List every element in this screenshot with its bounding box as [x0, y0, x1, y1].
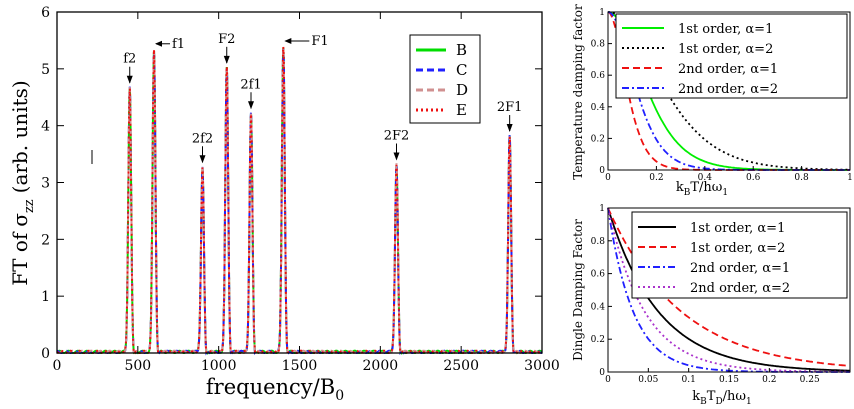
main-y-tick-label: 0: [41, 346, 50, 362]
temperature-x-tick-label: 0: [605, 173, 611, 183]
temperature-x-tick-label: 0.6: [746, 173, 761, 183]
temperature-legend-label: 1st order, α=2: [678, 42, 773, 57]
dingle-y-tick-label: 0.6: [591, 270, 606, 280]
dingle-x-tick-label: 0.1: [682, 375, 696, 385]
peak-arrowhead: [223, 55, 230, 64]
temperature-plot-frame: [607, 11, 851, 171]
main-x-tick-label: 2500: [443, 358, 479, 374]
temperature-damping-chart: 0 0.2 0.4 0.6 0.8 1 0 0.2 0.4 0.6 0.8 1 kBT/hω1 Tem…: [571, 4, 853, 198]
dingle-legend-label: 2nd order, α=2: [690, 281, 790, 296]
main-y-tick-label: 4: [41, 119, 50, 135]
main-peak-annotations: f2 f1 2f2 F2 2f1 F1 2F2 2F1: [123, 32, 523, 164]
temperature-y-tick-label: 1: [599, 8, 605, 18]
main-legend-box: [409, 34, 481, 124]
peak-label: f1: [172, 37, 185, 52]
main-y-tick-label: 2: [41, 232, 50, 248]
temperature-x-tick-label: 0.4: [698, 173, 713, 183]
temperature-y-tick-label: 0.8: [591, 40, 606, 50]
dingle-x-axis-label: kBTD/hω1: [692, 389, 752, 407]
temperature-y-tick-label: 0.4: [591, 103, 606, 113]
dingle-legend: 1st order, α=1 1st order, α=2 2nd order, α…: [631, 211, 848, 299]
main-x-axis-label: frequency/B0: [206, 375, 344, 404]
dingle-x-tick-label: 0.15: [719, 375, 739, 385]
dingle-y-tick-label: 0: [599, 368, 605, 378]
main-y-tick-label: 6: [41, 5, 50, 21]
main-x-tick-label: 0: [53, 358, 62, 374]
peak-arrowhead: [155, 40, 162, 47]
temperature-x-tick-label: 0.2: [649, 173, 663, 183]
temperature-y-axis-label: Temperature damping factor: [571, 4, 585, 180]
svg-text:Dingle Damping Factor: Dingle Damping Factor: [571, 219, 585, 361]
dingle-x-tick-label: 0.2: [762, 375, 776, 385]
dingle-legend-label: 2nd order, α=1: [690, 261, 790, 276]
temperature-legend: 1st order, α=1 1st order, α=2 2nd order, α…: [615, 13, 848, 99]
main-x-tick-label: 1500: [282, 358, 318, 374]
main-y-tick-label: 1: [41, 289, 50, 305]
svg-text:FT ofσzz(arb. units): FT ofσzz(arb. units): [8, 80, 37, 285]
main-x-tick-label: 2000: [363, 358, 399, 374]
main-y-axis-label: FT ofσzz(arb. units): [8, 80, 37, 285]
main-legend-label: C: [456, 61, 467, 79]
dingle-x-tick-label: 0.05: [638, 375, 658, 385]
peak-arrowhead: [199, 155, 206, 164]
temperature-x-axis-label: kBT/hω1: [676, 180, 728, 198]
main-chart: 0 500 1000 1500 2000 2500 3000 0 1 2 3 4 5 6 f2 f1 2f2 F…: [8, 5, 560, 404]
temperature-series-line: [607, 11, 850, 171]
main-x-tick-label: 3000: [524, 358, 560, 374]
main-x-tick-label: 1000: [201, 358, 237, 374]
dingle-x-tick-label: 0: [605, 375, 611, 385]
dingle-legend-label: 1st order, α=1: [690, 221, 785, 236]
peak-label: F2: [218, 32, 235, 47]
dingle-x-tick-label: 0.25: [800, 375, 820, 385]
peak-label: 2f1: [240, 77, 261, 92]
peak-arrowhead: [506, 124, 513, 133]
temperature-legend-label: 2nd order, α=2: [678, 82, 778, 97]
main-legend-label: D: [456, 81, 468, 99]
peak-label: 2F1: [497, 100, 523, 115]
dingle-y-axis-label: Dingle Damping Factor: [571, 219, 585, 361]
dingle-y-tick-label: 0.2: [591, 335, 605, 345]
peak-label: 2f2: [192, 131, 213, 146]
peak-arrowhead: [126, 75, 133, 84]
main-y-tick-label: 5: [41, 62, 50, 78]
peak-arrowhead: [248, 101, 254, 110]
peak-label: f2: [123, 52, 136, 67]
svg-text:Temperature damping factor: Temperature damping factor: [571, 4, 585, 180]
temperature-y-tick-label: 0.6: [591, 71, 606, 81]
temperature-y-tick-label: 0.2: [591, 134, 605, 144]
dingle-legend-label: 1st order, α=2: [690, 241, 785, 256]
peak-arrowhead: [284, 37, 292, 44]
peak-label: 2F2: [384, 128, 410, 143]
temperature-legend-label: 1st order, α=1: [678, 22, 773, 37]
dingle-damping-chart: 0 0.05 0.1 0.15 0.2 0.25 0 0.2 0.4 0.6 0.8 1 kBTD/h…: [571, 204, 851, 407]
temperature-y-tick-label: 0: [599, 166, 605, 176]
main-x-tick-label: 500: [124, 358, 151, 374]
main-legend-label: B: [456, 41, 467, 59]
main-ticks: 0 500 1000 1500 2000 2500 3000 0 1 2 3 4 5 6: [41, 5, 560, 374]
dingle-y-tick-label: 0.8: [591, 237, 606, 247]
temperature-ticks: 0 0.2 0.4 0.6 0.8 1 0 0.2 0.4 0.6 0.8 1: [591, 8, 853, 183]
peak-arrowhead: [393, 152, 400, 161]
peak-label: F1: [311, 34, 328, 49]
dingle-y-tick-label: 1: [599, 204, 605, 214]
temperature-x-tick-label: 1: [847, 173, 853, 183]
dingle-ticks: 0 0.05 0.1 0.15 0.2 0.25 0 0.2 0.4 0.6 0.8 1: [591, 204, 820, 385]
temperature-x-tick-label: 0.8: [794, 173, 809, 183]
main-y-tick-label: 3: [41, 176, 50, 192]
main-legend-label: E: [456, 101, 467, 119]
temperature-legend-label: 2nd order, α=1: [678, 62, 778, 77]
dingle-y-tick-label: 0.4: [591, 302, 606, 312]
